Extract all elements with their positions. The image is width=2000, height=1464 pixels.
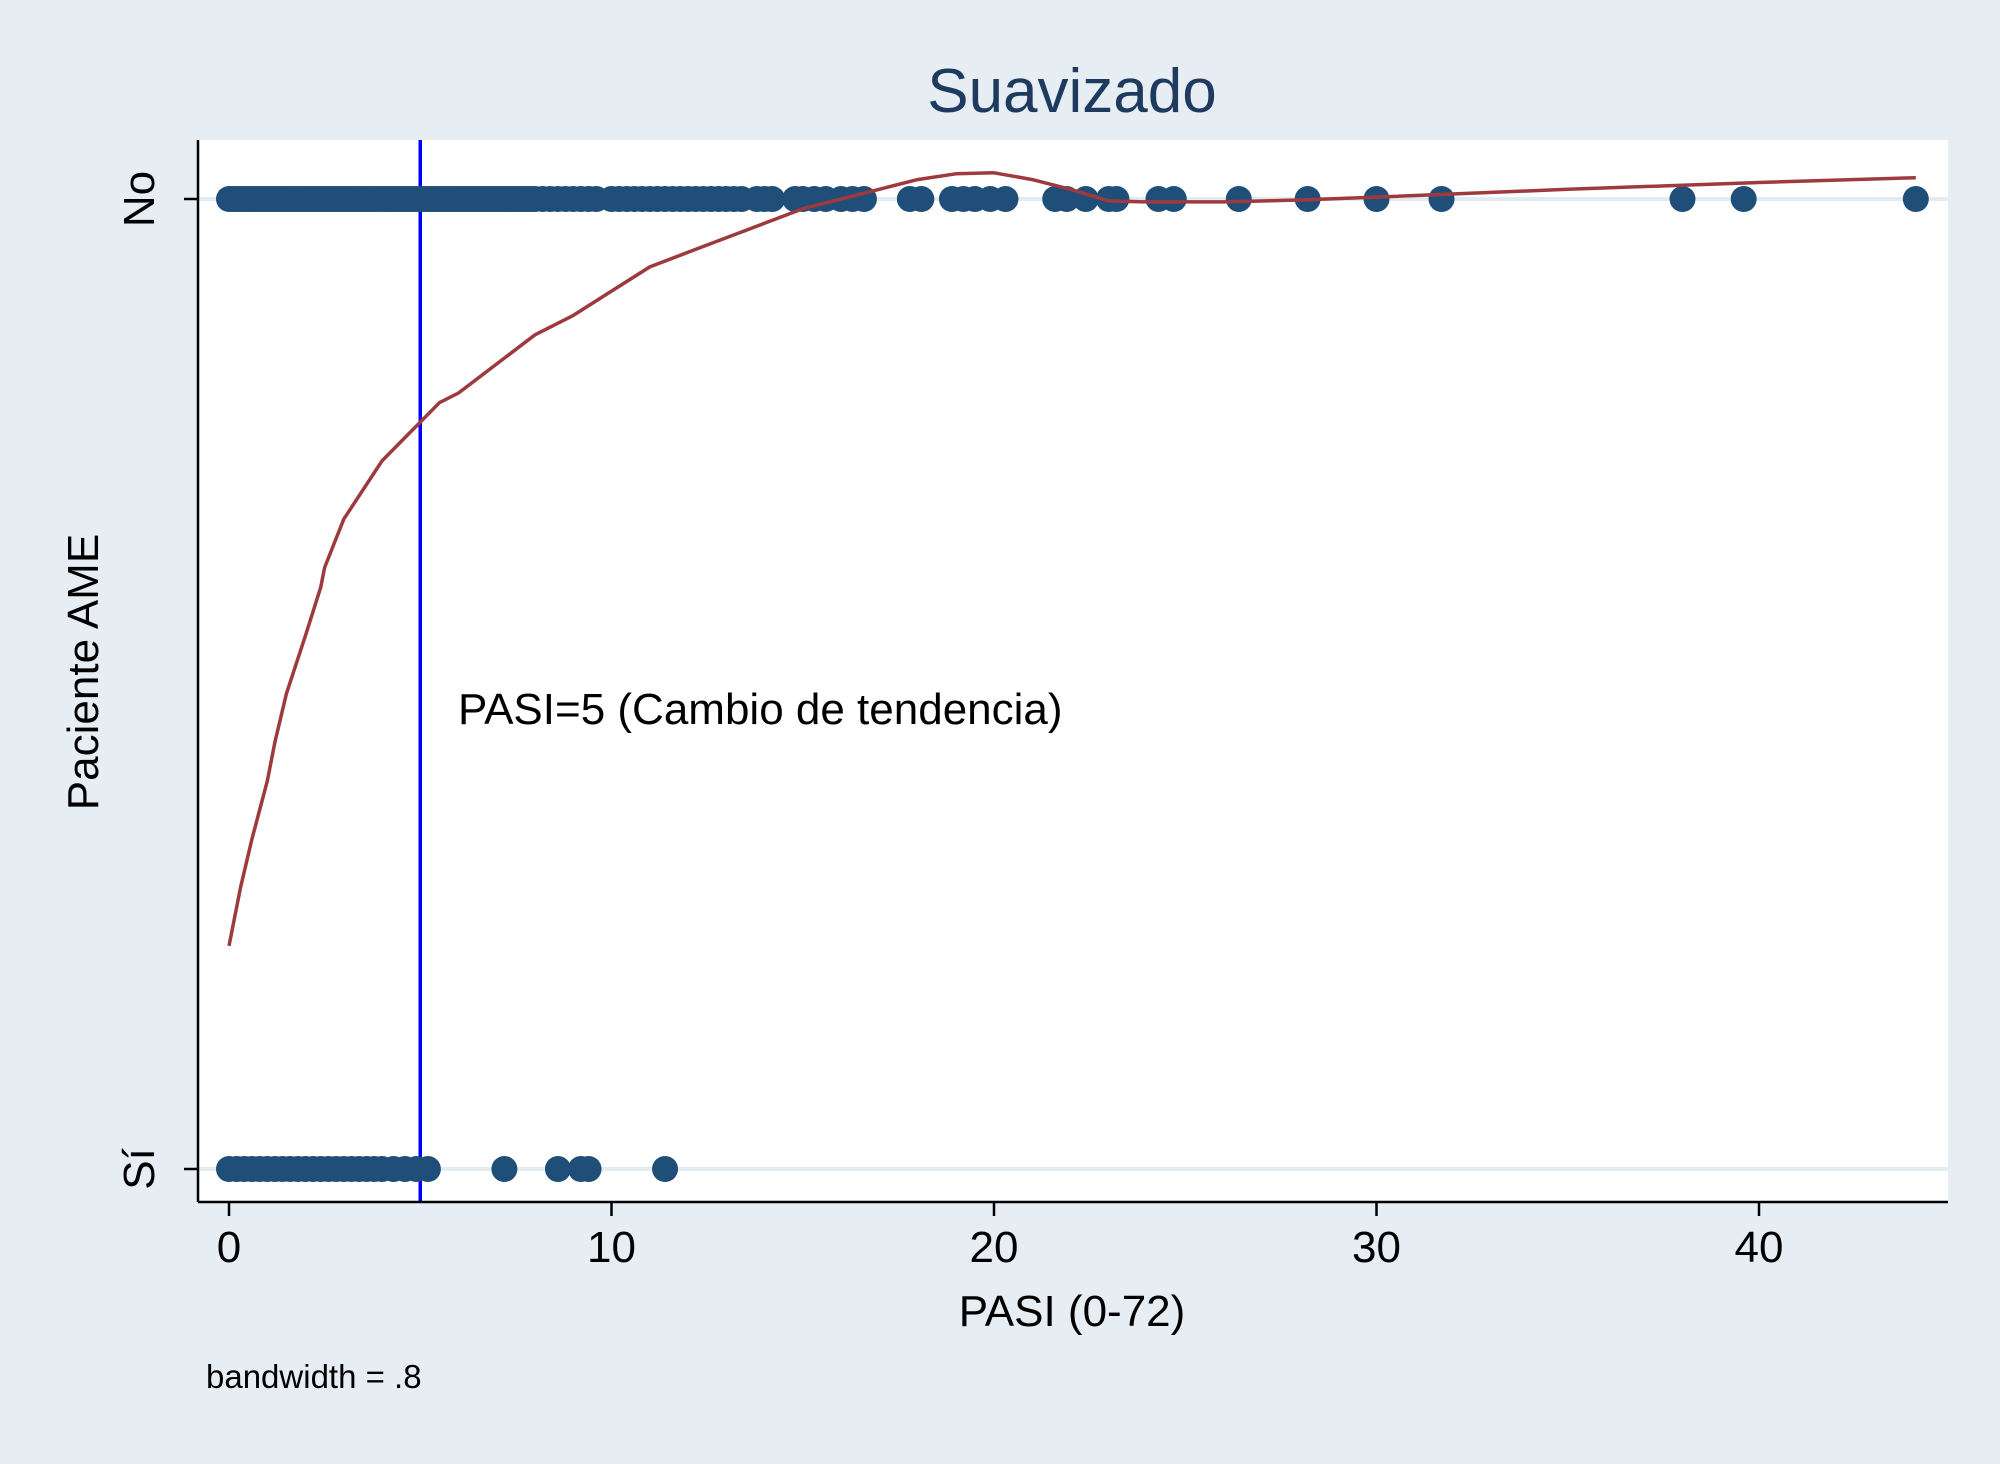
data-point-no [1428,186,1455,212]
chart-title: Suavizado [927,57,1217,126]
data-point-no [1053,186,1080,212]
data-point-no [1160,186,1187,212]
x-tick-label: 10 [587,1223,636,1272]
smoother-layer [227,171,1916,947]
y-tick-label: Sí [115,1147,164,1189]
plot-area [198,140,1948,1202]
data-point-si [491,1156,518,1182]
data-point-si [414,1156,441,1182]
x-tick-label: 40 [1735,1223,1784,1272]
x-tick-label: 0 [217,1223,241,1272]
axes: 0 10 20 30 40 Sí No [115,140,1948,1272]
y-tick-label: No [115,171,164,227]
annotation-text: PASI=5 (Cambio de tendencia) [458,685,1063,734]
smoother-line [227,171,1916,947]
x-tick-label: 30 [1352,1223,1401,1272]
x-tick-label: 20 [970,1223,1019,1272]
data-point-no [1902,186,1929,212]
data-point-no [759,186,786,212]
x-axis-title: PASI (0-72) [959,1287,1186,1336]
data-point-si [575,1156,602,1182]
data-point-no [1103,186,1130,212]
y-axis-title: Paciente AME [59,534,108,810]
data-point-no [1363,186,1390,212]
data-point-no [1225,186,1252,212]
data-points [216,186,1929,1182]
data-point-no [1730,186,1757,212]
data-point-no [908,186,935,212]
data-point-no [992,186,1019,212]
data-point-no [1669,186,1696,212]
data-point-si [544,1156,571,1182]
bandwidth-note: bandwidth = .8 [206,1358,422,1395]
data-point-si [652,1156,679,1182]
